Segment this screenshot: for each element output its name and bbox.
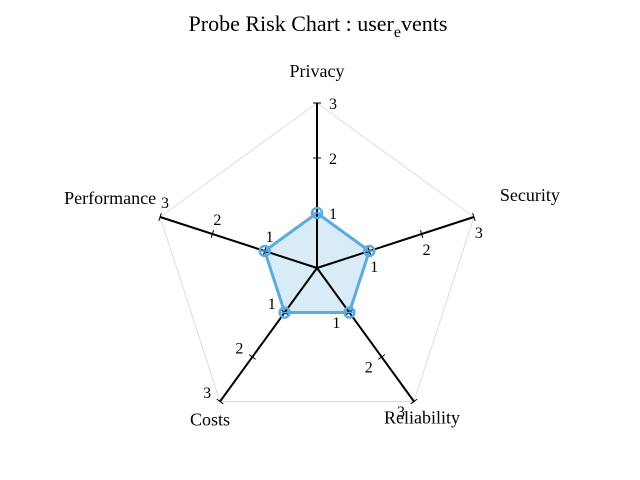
- tick-label-reliability-1: 1: [332, 315, 340, 332]
- tick-label-reliability-3: 3: [397, 404, 405, 421]
- grid-outer-ring: [159, 102, 475, 402]
- tick-label-performance-2: 2: [213, 212, 221, 229]
- axis-label-reliability: Reliability: [384, 407, 460, 427]
- axis-tick-security-2: [419, 230, 424, 238]
- tick-label-privacy-3: 3: [329, 96, 337, 113]
- chart-labels: 1 2 3 1 2 3 1 2 3 1 2 3 1 2 3 Privacy Security Reliabilit…: [64, 61, 560, 429]
- radar-axes: [158, 102, 476, 405]
- axis-tick-costs-3: [216, 398, 224, 405]
- axis-tick-performance-3: [158, 213, 162, 221]
- axis-tick-reliability-2: [378, 354, 386, 360]
- tick-label-performance-1: 1: [266, 229, 274, 246]
- axis-line-security: [316, 216, 475, 269]
- chart-title-subscript: e: [394, 24, 401, 41]
- tick-label-privacy-1: 1: [329, 206, 337, 223]
- axis-line-reliability: [316, 267, 415, 403]
- tick-label-security-2: 2: [423, 242, 431, 259]
- tick-label-costs-3: 3: [203, 385, 211, 402]
- tick-label-reliability-2: 2: [365, 359, 373, 376]
- radar-grid: [159, 102, 475, 402]
- axis-label-security: Security: [500, 185, 560, 205]
- tick-label-costs-2: 2: [235, 341, 243, 358]
- chart-title: Probe Risk Chart : userevents: [189, 11, 448, 41]
- tick-label-performance-3: 3: [161, 195, 169, 212]
- axis-tick-performance-2: [210, 230, 215, 238]
- axis-tick-costs-2: [248, 354, 256, 360]
- axis-line-performance: [159, 216, 318, 269]
- tick-label-security-1: 1: [370, 259, 378, 276]
- axis-line-costs: [219, 267, 318, 403]
- axis-label-performance: Performance: [64, 188, 156, 208]
- tick-label-security-3: 3: [475, 225, 483, 242]
- axis-label-costs: Costs: [190, 409, 230, 429]
- axis-tick-security-3: [472, 213, 476, 221]
- axis-label-privacy: Privacy: [290, 61, 345, 81]
- chart-title-tail: vents: [401, 11, 447, 36]
- tick-label-costs-1: 1: [268, 296, 276, 313]
- axis-tick-reliability-3: [410, 398, 418, 405]
- chart-title-main: Probe Risk Chart : user: [189, 11, 395, 36]
- tick-label-privacy-2: 2: [329, 151, 337, 168]
- data-points: [258, 206, 376, 319]
